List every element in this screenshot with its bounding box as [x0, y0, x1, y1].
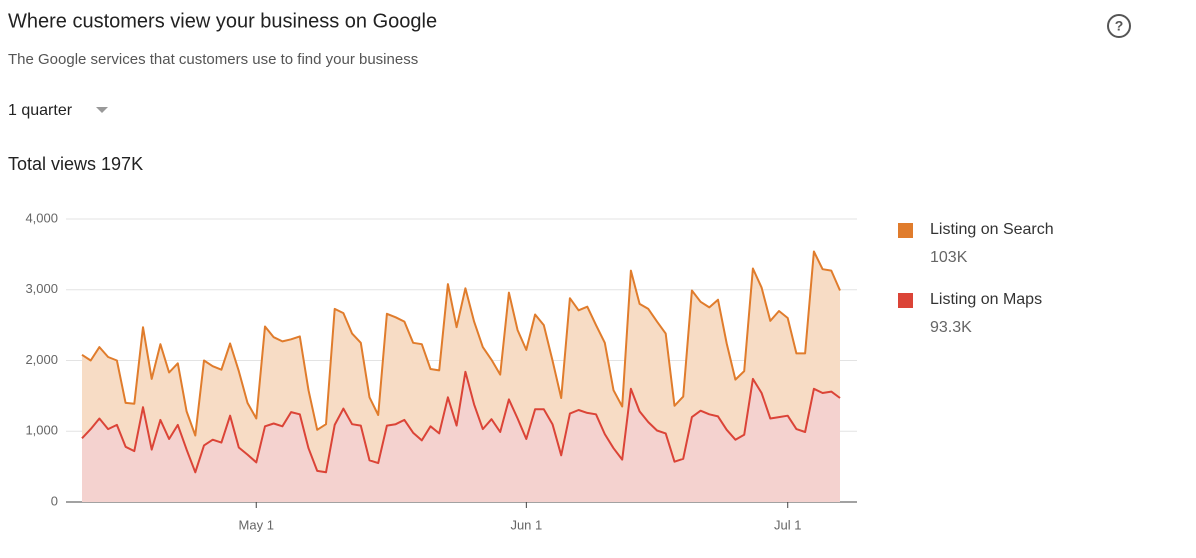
- x-tick-label: May 1: [239, 517, 274, 532]
- help-icon[interactable]: [1107, 14, 1131, 38]
- legend-value: 93.3K: [930, 319, 972, 336]
- chart: 0 1,000 2,000 3,000 4,000 May 1 Jun 1 Jul 1 List…: [25, 210, 1053, 532]
- legend-swatch: [898, 223, 913, 238]
- legend-label: Listing on Maps: [930, 291, 1042, 308]
- legend-swatch: [898, 293, 913, 308]
- line: [81, 250, 841, 437]
- title: Where customers view your business on Go…: [8, 10, 437, 32]
- y-tick-label: 0: [51, 493, 58, 508]
- y-tick-label: 3,000: [25, 281, 58, 296]
- y-tick-label: 1,000: [25, 423, 58, 438]
- y-tick-label: 4,000: [25, 210, 58, 225]
- x-tick-label: Jun 1: [510, 517, 542, 532]
- help-icon-glyph: ?: [1115, 18, 1124, 34]
- period-selector[interactable]: 1 quarter: [8, 102, 73, 119]
- area: [82, 251, 840, 473]
- line: [81, 370, 841, 474]
- legend-value: 103K: [930, 249, 968, 266]
- y-tick-label: 2,000: [25, 352, 58, 367]
- x-tick-label: Jul 1: [774, 517, 801, 532]
- total-views: Total views 197K: [8, 154, 143, 174]
- subtitle: The Google services that customers use t…: [8, 51, 418, 68]
- period-dropdown[interactable]: 1 quarter: [8, 102, 108, 119]
- dropdown-arrow: [96, 107, 108, 113]
- area: [82, 371, 840, 502]
- legend-label: Listing on Search: [930, 221, 1054, 238]
